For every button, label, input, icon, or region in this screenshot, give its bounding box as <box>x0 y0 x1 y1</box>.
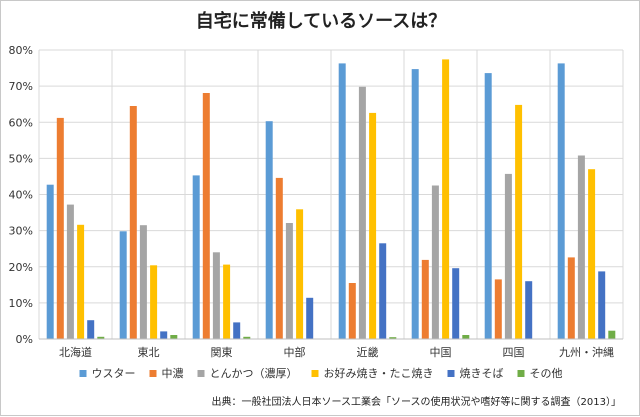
y-tick-label: 10% <box>9 297 33 310</box>
x-tick-label: 北海道 <box>59 345 92 359</box>
bar <box>431 185 439 339</box>
legend-swatch <box>311 370 319 377</box>
legend-item: ウスター <box>79 367 136 380</box>
legend-swatch <box>517 370 525 377</box>
chart-title: 自宅に常備しているソースは？ <box>196 10 447 32</box>
legend-swatch <box>79 370 87 377</box>
y-tick-label: 0% <box>16 333 33 346</box>
bar <box>598 271 606 339</box>
y-axis: 0% 10% 20% 30% 40% 50% 60% 70% 80% <box>9 44 33 346</box>
bar <box>494 279 502 339</box>
x-tick-label: 九州・沖縄 <box>559 345 614 359</box>
x-tick-label: 近畿 <box>357 345 379 359</box>
legend-label: 焼きそば <box>460 367 504 380</box>
bar <box>119 231 127 339</box>
y-tick-label: 50% <box>9 152 33 165</box>
legend-label: 中濃 <box>162 366 184 380</box>
bar <box>348 283 356 339</box>
bar <box>223 264 231 339</box>
bar <box>338 63 346 340</box>
x-tick-label: 東北 <box>138 346 160 359</box>
legend-label: ウスター <box>92 367 136 380</box>
y-tick-label: 70% <box>9 80 33 93</box>
legend-label: とんかつ（濃厚） <box>210 366 298 380</box>
legend-item: お好み焼き・たこ焼き <box>311 366 434 380</box>
y-tick-label: 30% <box>9 225 33 238</box>
bar <box>504 173 512 339</box>
bar <box>77 224 85 339</box>
bar <box>160 331 168 339</box>
legend-label: その他 <box>530 367 563 380</box>
bar <box>265 121 273 339</box>
x-tick-label: 中部 <box>284 345 306 359</box>
bar <box>452 268 460 339</box>
bar <box>275 177 283 339</box>
y-tick-label: 40% <box>9 189 33 202</box>
bar <box>389 337 397 339</box>
bar <box>608 330 616 339</box>
bar <box>557 63 565 340</box>
bar <box>46 184 54 339</box>
bar <box>588 169 596 339</box>
bar <box>296 209 304 339</box>
bar <box>139 225 147 339</box>
bar <box>306 297 314 339</box>
x-axis: 北海道 東北 関東 中部 近畿 中国 四国 九州・沖縄 <box>39 338 623 359</box>
y-tick-label: 80% <box>9 44 33 57</box>
bar <box>285 223 293 339</box>
bars <box>46 59 616 340</box>
bar <box>243 336 251 339</box>
legend-label: お好み焼き・たこ焼き <box>324 366 434 380</box>
bar <box>212 252 220 339</box>
x-tick-label: 中国 <box>430 346 452 359</box>
y-tick-label: 60% <box>9 116 33 129</box>
bar <box>97 336 105 339</box>
bar <box>484 73 492 339</box>
legend-swatch <box>447 370 455 377</box>
x-tick-label: 関東 <box>211 346 233 359</box>
bar <box>515 104 523 340</box>
bar <box>462 335 470 339</box>
bar <box>170 335 178 339</box>
legend-item: 焼きそば <box>447 367 504 380</box>
bar <box>442 59 450 340</box>
legend: ウスター 中濃 とんかつ（濃厚） お好み焼き・たこ焼き 焼きそば その他 <box>79 366 563 380</box>
y-tick-label: 20% <box>9 261 33 274</box>
bar <box>358 86 366 339</box>
bar <box>56 117 64 340</box>
legend-swatch <box>197 370 205 377</box>
legend-item: 中濃 <box>149 366 184 380</box>
bar <box>192 175 200 339</box>
legend-item: とんかつ（濃厚） <box>197 366 298 380</box>
bar <box>87 320 95 339</box>
bar <box>567 257 575 339</box>
bar <box>66 204 74 339</box>
bar <box>150 265 158 339</box>
bar <box>411 69 419 339</box>
legend-item: その他 <box>517 367 563 380</box>
bar <box>577 155 585 339</box>
bar <box>233 322 241 339</box>
bar <box>421 259 429 339</box>
bar <box>129 106 137 339</box>
bar <box>525 281 533 339</box>
bar <box>379 243 387 339</box>
x-tick-label: 四国 <box>503 346 525 359</box>
bar <box>202 93 210 339</box>
source-note: 出典：一般社団法人日本ソース工業会「ソースの使用状況や嗜好等に関する調査（201… <box>212 395 621 408</box>
bar <box>369 112 377 340</box>
legend-swatch <box>149 370 157 377</box>
